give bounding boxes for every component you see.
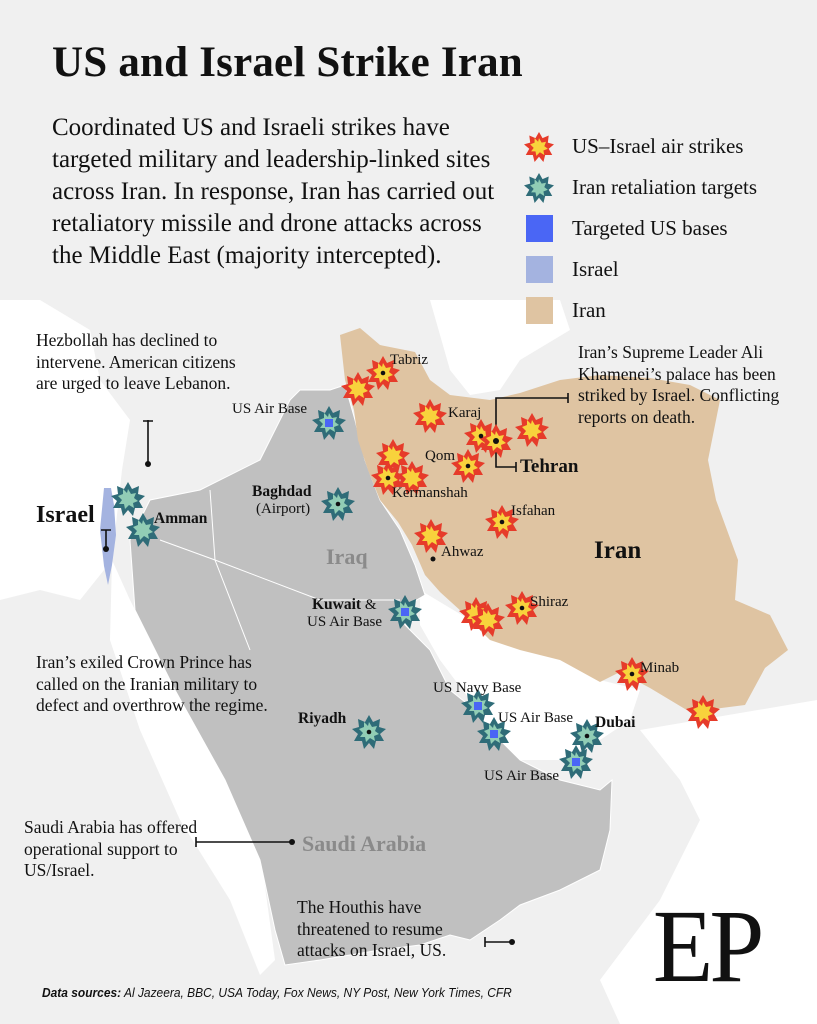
arabian-sea <box>600 700 817 1024</box>
country-label-iraq: Iraq <box>326 544 368 569</box>
kuwait-name: Kuwait <box>312 596 362 613</box>
annotation-khamenei: Iran’s Supreme Leader Ali Khamenei’s pal… <box>578 342 780 427</box>
annotation-saudi: Saudi Arabia has offered operational sup… <box>24 817 198 880</box>
red-sea <box>110 560 275 975</box>
city-label-baghdad: Baghdad <box>252 483 312 500</box>
legend-item-retaliation: Iran retaliation targets <box>524 167 757 208</box>
city-label-ahwaz: Ahwaz <box>441 544 484 560</box>
city-label-isfahan: Isfahan <box>511 503 556 519</box>
country-label-israel: Israel <box>36 502 95 528</box>
sources-label: Data sources: <box>42 985 122 1000</box>
legend-item-us-bases: Targeted US bases <box>524 208 757 249</box>
city-dots <box>335 370 635 739</box>
leader-lines <box>101 393 569 947</box>
legend-item-israel: Israel <box>524 249 757 290</box>
data-sources: Data sources: Al Jazeera, BBC, USA Today… <box>42 985 512 1000</box>
city-label-dubai: Dubai <box>595 714 636 731</box>
persian-gulf <box>420 590 640 760</box>
us-base-swatch <box>524 214 554 244</box>
city-label-kermanshah: Kermanshah <box>392 485 468 501</box>
city-label-karaj: Karaj <box>448 405 482 421</box>
legend-item-iran: Iran <box>524 290 757 331</box>
arabian-peninsula-and-iraq <box>129 384 613 966</box>
us-base-squares <box>325 419 580 766</box>
base-label-uae: US Air Base <box>484 768 559 784</box>
country-label-saudi-arabia: Saudi Arabia <box>302 831 427 856</box>
city-label-baghdad-airport: (Airport) <box>256 501 311 517</box>
annotation-hezbollah: Hezbollah has declined to intervene. Ame… <box>36 330 236 393</box>
legend-label: US–Israel air strikes <box>572 134 744 158</box>
intro-text: Coordinated US and Israeli strikes have … <box>52 114 495 269</box>
annotation-crown-prince: Iran’s exiled Crown Prince has called on… <box>36 652 268 715</box>
mediterranean-sea <box>0 300 130 600</box>
legend-label: Iran retaliation targets <box>572 175 758 199</box>
city-label-qom: Qom <box>425 448 455 464</box>
swatch <box>525 215 553 242</box>
ep-logo: EP <box>652 889 765 1004</box>
legend: US–Israel air strikes Iran retaliation t… <box>524 126 757 331</box>
legend-label: Targeted US bases <box>572 216 728 240</box>
city-label-amman: Amman <box>154 510 208 527</box>
city-label-minab: Minab <box>640 660 680 676</box>
israel-territory <box>100 488 116 585</box>
legend-label: Iran <box>572 298 606 322</box>
teal-burst-icon <box>524 172 554 203</box>
red-burst-icon <box>524 131 554 162</box>
country-label-iran: Iran <box>594 537 642 564</box>
base-label-navy: US Navy Base <box>433 680 522 696</box>
city-label-kuwait: Kuwait & <box>312 596 377 614</box>
city-label-kuwait-base: US Air Base <box>307 614 382 630</box>
border-lines <box>159 489 406 651</box>
legend-label: Israel <box>572 257 619 281</box>
city-label-tehran: Tehran <box>520 456 579 477</box>
city-label-tabriz: Tabriz <box>390 352 429 368</box>
iran-territory <box>340 328 788 712</box>
swatch <box>525 256 553 283</box>
city-label-riyadh: Riyadh <box>298 710 347 727</box>
kuwait-ampersand: & <box>361 597 377 613</box>
sources-list: Al Jazeera, BBC, USA Today, Fox News, NY… <box>121 985 512 1000</box>
base-label-iraq: US Air Base <box>232 401 307 417</box>
city-label-shiraz: Shiraz <box>530 594 569 610</box>
swatch <box>525 297 553 324</box>
annotation-houthis: The Houthis have threatened to resume at… <box>297 897 447 960</box>
israel-swatch <box>524 255 554 285</box>
base-label-qatar: US Air Base <box>498 710 573 726</box>
iran-swatch <box>524 296 554 326</box>
legend-item-strikes: US–Israel air strikes <box>524 126 757 167</box>
page-title: US and Israel Strike Iran <box>52 39 523 86</box>
